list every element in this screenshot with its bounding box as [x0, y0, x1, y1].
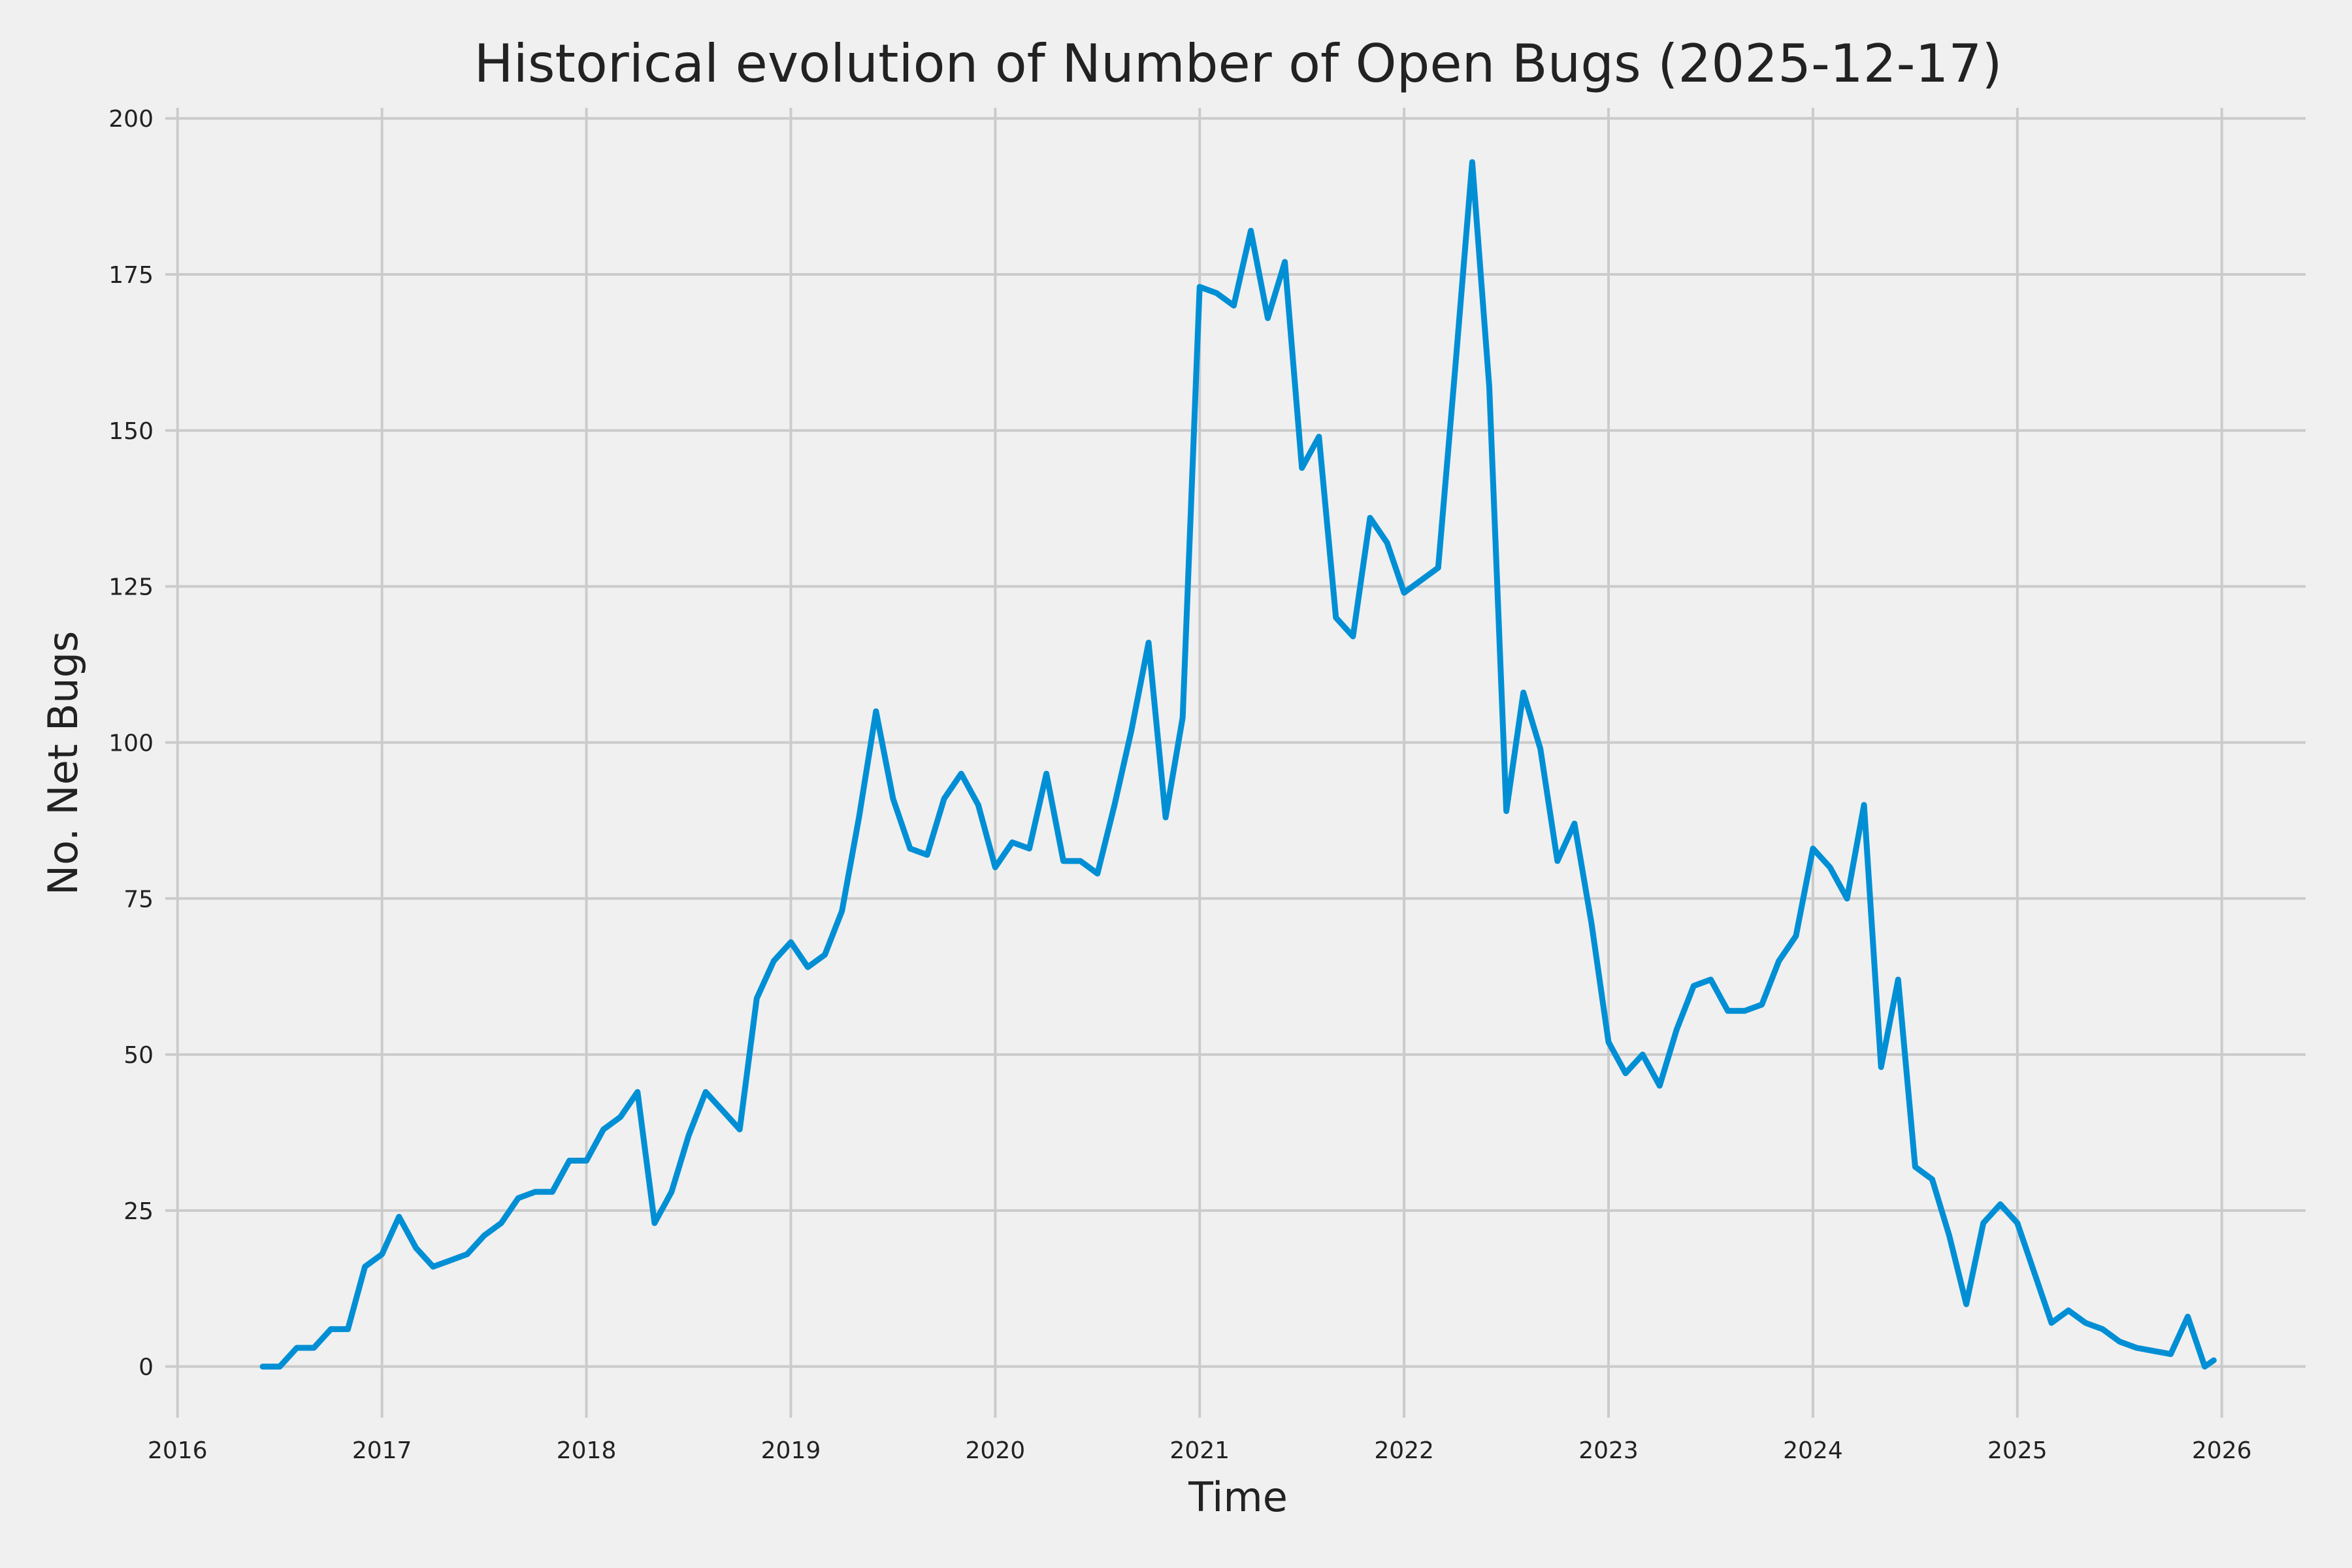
x-tick-label: 2025 [1987, 1437, 2048, 1464]
y-tick-label: 75 [123, 886, 154, 913]
x-tick-label: 2020 [966, 1437, 1026, 1464]
y-tick-label: 200 [108, 106, 154, 133]
x-tick-label: 2026 [2192, 1437, 2252, 1464]
y-tick-label: 150 [108, 418, 154, 445]
y-tick-label: 125 [108, 574, 154, 601]
y-tick-label: 100 [108, 730, 154, 757]
x-axis-label: Time [1188, 1473, 1288, 1521]
x-tick-labels: 2016 2017 2018 2019 2020 2021 2022 2023 2024 2025… [148, 1437, 2252, 1464]
x-tick-label: 2018 [557, 1437, 617, 1464]
grid [165, 108, 2306, 1418]
y-axis-label: No. Net Bugs [39, 631, 87, 896]
y-tick-label: 175 [108, 262, 154, 289]
series-line-open-bugs [259, 159, 2217, 1370]
x-tick-label: 2016 [148, 1437, 208, 1464]
x-tick-label: 2023 [1578, 1437, 1639, 1464]
x-tick-label: 2017 [352, 1437, 412, 1464]
x-tick-label: 2024 [1783, 1437, 1843, 1464]
data-points [263, 162, 2214, 1367]
x-tick-label: 2021 [1169, 1437, 1230, 1464]
y-tick-label: 50 [123, 1042, 154, 1069]
y-tick-label: 0 [139, 1354, 154, 1381]
x-tick-label: 2022 [1374, 1437, 1434, 1464]
y-tick-label: 25 [123, 1198, 154, 1225]
chart-title: Historical evolution of Number of Open B… [474, 33, 2002, 94]
y-tick-labels: 0 25 50 75 100 125 150 175 200 [108, 106, 154, 1380]
x-tick-label: 2019 [761, 1437, 821, 1464]
